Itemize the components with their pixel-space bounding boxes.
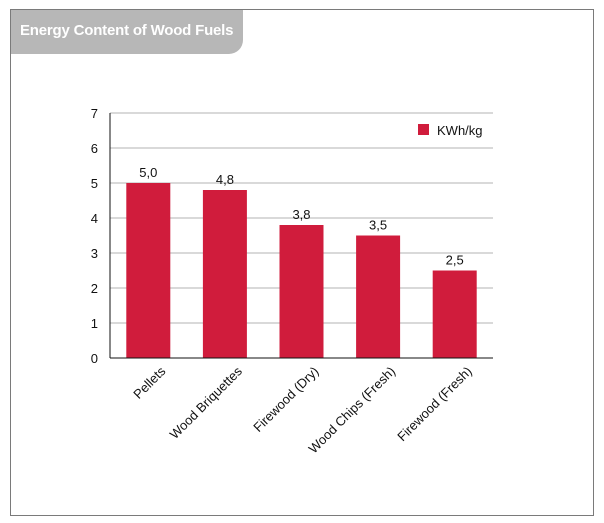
category-label: Firewood (Fresh) [394,364,475,445]
y-tick-label: 1 [91,316,98,331]
y-tick-label: 2 [91,281,98,296]
legend: KWh/kg [418,123,483,138]
title-tab: Energy Content of Wood Fuels [11,10,243,54]
data-label: 3,5 [369,218,387,233]
bar [202,190,247,358]
data-label: 3,8 [292,207,310,222]
y-tick-label: 3 [91,246,98,261]
legend-swatch [418,124,429,135]
y-tick-label: 4 [91,211,98,226]
category-label: Wood Briquettes [167,363,246,442]
bar [432,270,477,358]
data-label: 4,8 [216,172,234,187]
category-label: Firewood (Dry) [250,364,321,435]
data-label: 2,5 [446,253,464,268]
bar [126,183,171,358]
chart-title: Energy Content of Wood Fuels [20,22,234,39]
gridlines [110,112,493,324]
y-tick-label: 0 [91,351,98,366]
y-tick-label: 5 [91,176,98,191]
data-label: 5,0 [139,165,157,180]
y-tick-label: 7 [91,106,98,121]
bars: 5,0 4,8 3,8 3,5 2,5 [126,165,477,358]
bar [356,235,401,358]
y-tick-label: 6 [91,141,98,156]
bar [279,225,324,358]
legend-label: KWh/kg [437,123,483,138]
category-label: Wood Chips (Fresh) [306,364,399,457]
category-label: Pellets [130,363,169,402]
